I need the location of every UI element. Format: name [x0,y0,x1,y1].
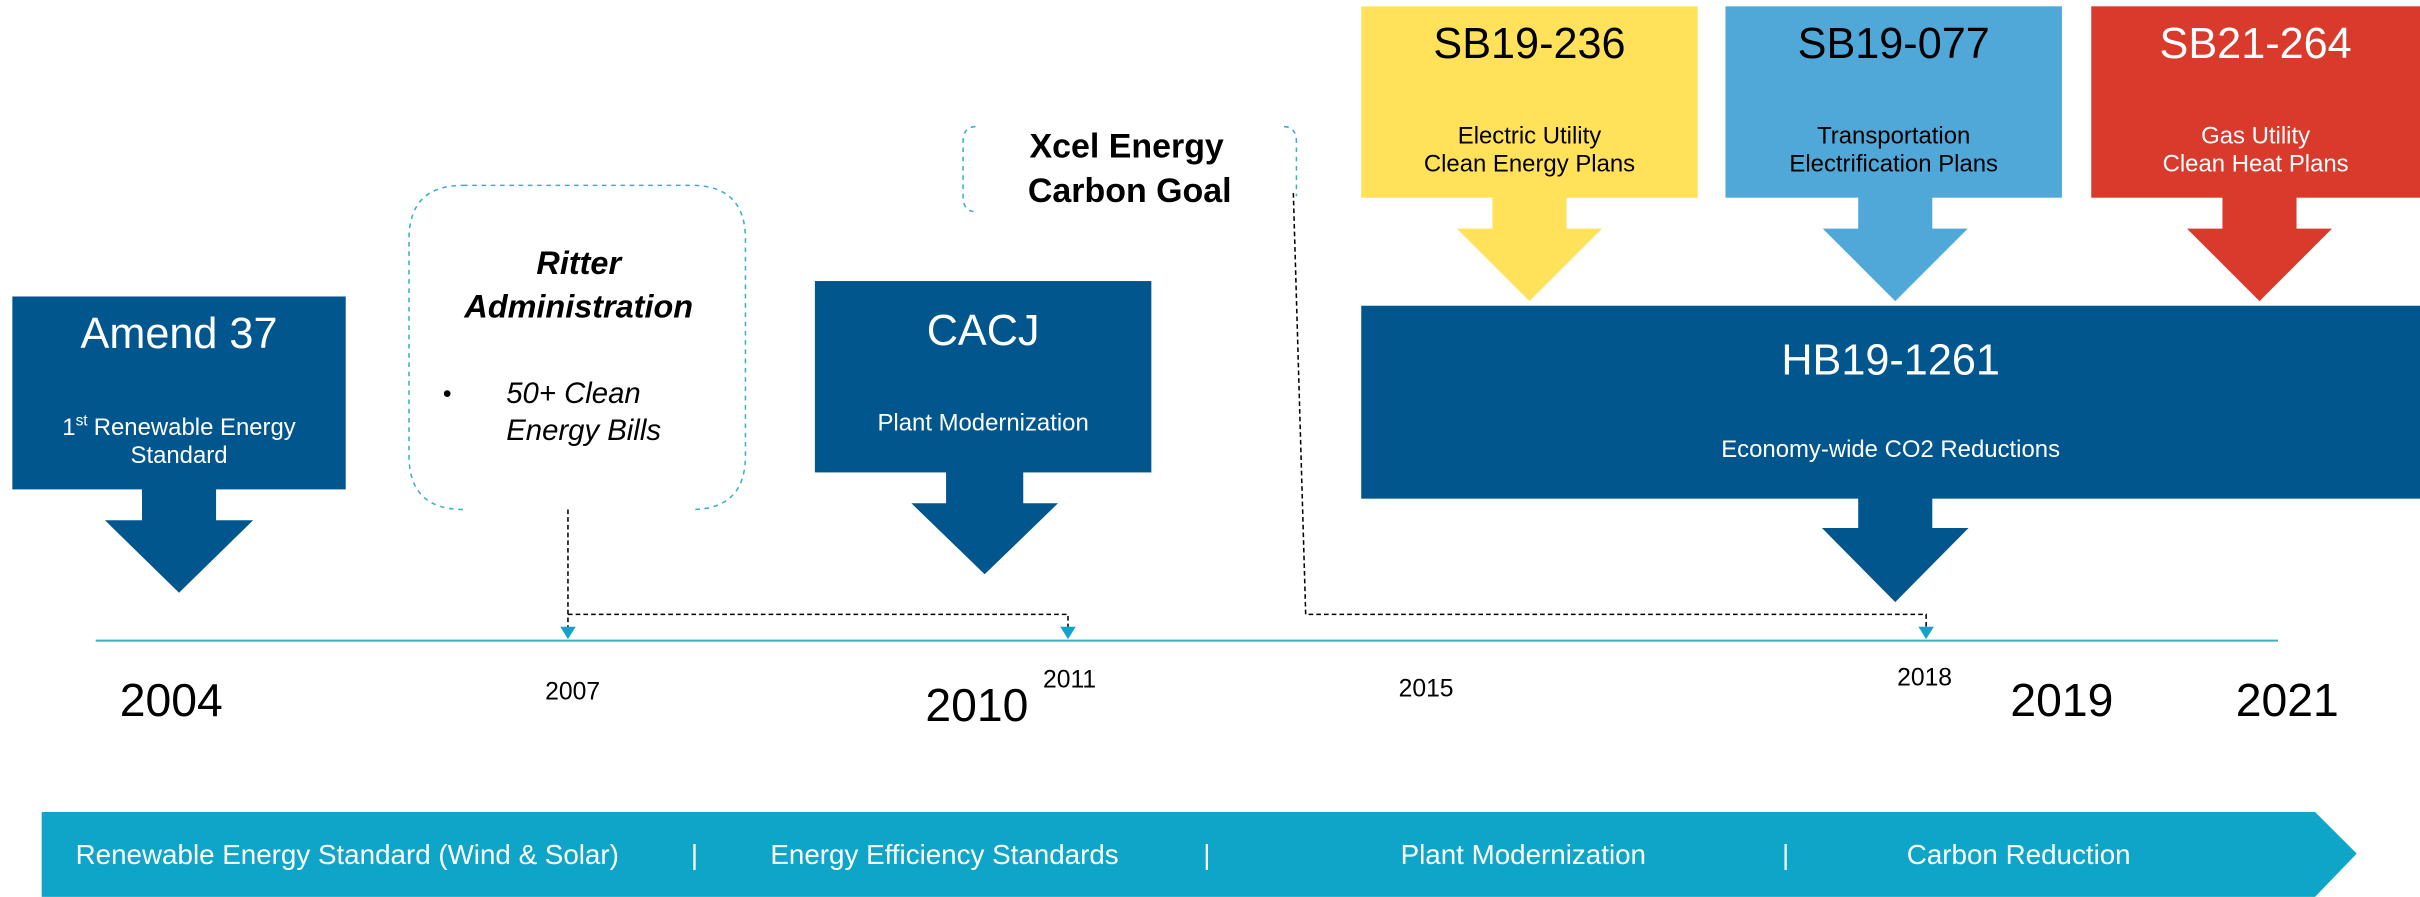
event-description-text: Plant Modernization [877,410,1088,437]
event-description-text: Electric Utility [1458,123,1601,150]
ordinal: 1 [62,415,75,442]
event-description-text: Electrification Plans [1789,151,1998,178]
arrow [1821,497,1969,603]
arrow [1822,196,1968,302]
callout-frame [408,184,747,511]
event-description: Electrification Plans [1789,151,1998,178]
banner-segment: Energy Efficiency Standards [770,839,1118,870]
ordinal-suffix: st [76,413,89,430]
connector-arrow [1918,626,1934,640]
year-label: 2018 [1897,665,1952,692]
year-label: 2015 [1399,676,1454,703]
callout-title: Administration [463,288,693,324]
phase-banner [41,811,2357,897]
event-description-text: Renewable Energy [94,415,296,442]
event-title: CACJ [927,307,1040,355]
arrow [1456,196,1603,302]
event-description-text: Gas Utility [2201,123,2310,150]
event-title: SB19-077 [1798,20,1990,68]
banner-separator: | [1782,839,1789,870]
year-label: 2004 [120,674,223,726]
arrow [2186,196,2333,302]
banner-separator: | [691,839,698,870]
arrow [104,487,254,593]
event-title: Amend 37 [81,310,278,358]
callout-title: Carbon Goal [1028,172,1232,210]
event-description-text: Clean Heat Plans [2163,151,2349,178]
event-description: Transportation [1817,123,1970,150]
event-description-text: Transportation [1817,123,1970,150]
event-box [814,281,1152,473]
year-label: 2011 [1043,666,1096,693]
event-description: Clean Energy Plans [1424,151,1635,178]
event-description: Clean Heat Plans [2163,151,2349,178]
event-description: Standard [131,442,228,469]
event-box [1361,6,1698,198]
arrow [911,470,1058,575]
event-description-text: Economy-wide CO2 Reductions [1721,436,2060,463]
banner-separator: | [1203,839,1210,870]
connector-arrow [560,626,576,640]
callout-bullet-text: 50+ Clean [506,377,640,410]
event-title: SB19-236 [1433,20,1625,68]
banner-segment: Plant Modernization [1401,839,1646,870]
event-box [2091,6,2420,198]
connector-arrow [1060,626,1076,640]
event-description: Electric Utility [1458,123,1601,150]
event-description: Economy-wide CO2 Reductions [1721,436,2060,463]
event-description: Gas Utility [2201,123,2310,150]
callout-title: Ritter [536,245,623,281]
callout-title: Xcel Energy [1030,127,1224,165]
event-box [12,296,346,490]
event-description-text: Clean Energy Plans [1424,151,1635,178]
shapes [41,125,2357,897]
event-box [1725,6,2062,198]
bullet: • [443,381,452,408]
event-box [1361,305,2420,499]
event-description: 1st Renewable Energy [62,413,296,442]
year-label: 2007 [545,679,600,706]
callout-bullet-text: Energy Bills [506,414,661,447]
banner-segment: Renewable Energy Standard (Wind & Solar) [76,839,619,870]
event-description-text: Standard [131,442,228,469]
year-label: 2019 [2010,674,2113,726]
year-label: 2010 [925,679,1028,731]
event-title: HB19-1261 [1781,336,2000,384]
banner-segment: Carbon Reduction [1907,839,2131,870]
year-label: 2021 [2236,674,2339,726]
event-description: Plant Modernization [877,410,1088,437]
callout-frame [962,125,1298,213]
event-title: SB21-264 [2160,20,2352,68]
